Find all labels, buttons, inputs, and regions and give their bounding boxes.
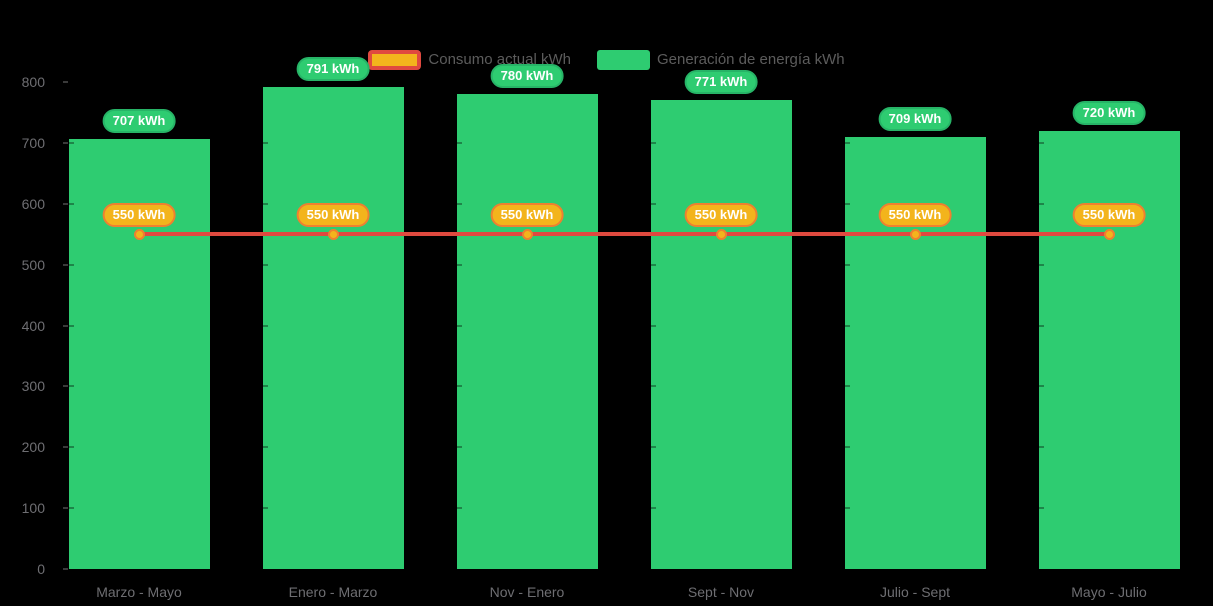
- gridline-notch: [844, 324, 850, 327]
- gridline-notch: [844, 202, 850, 205]
- gridline-notch: [68, 202, 74, 205]
- gridline-notch: [262, 324, 268, 327]
- line-value-badge: 550 kWh: [684, 203, 758, 228]
- gridline-notch: [456, 202, 462, 205]
- consumo-line: [139, 232, 1109, 237]
- gridline-notch: [262, 141, 268, 144]
- gridline-notch: [68, 324, 74, 327]
- y-axis-label: 0: [37, 561, 45, 577]
- gridline-notch: [650, 507, 656, 510]
- gridline-notch: [650, 263, 656, 266]
- gridline-notch: [650, 324, 656, 327]
- legend-swatch-consumo: [368, 50, 422, 70]
- y-axis-tick: [63, 81, 68, 83]
- bar-generacion[interactable]: [650, 99, 792, 569]
- gridline-notch: [650, 385, 656, 388]
- gridline-notch: [262, 385, 268, 388]
- y-axis-tick: [63, 568, 68, 570]
- legend-item-consumo[interactable]: Consumo actual kWh: [368, 50, 571, 70]
- bar-generacion[interactable]: [456, 94, 598, 569]
- y-axis-label: 100: [21, 500, 45, 517]
- line-point-marker[interactable]: [327, 228, 339, 240]
- gridline-notch: [1038, 202, 1044, 205]
- bar-value-badge: 791 kWh: [296, 57, 370, 82]
- line-point-marker[interactable]: [521, 228, 533, 240]
- gridline-notch: [262, 507, 268, 510]
- line-value-badge: 550 kWh: [296, 203, 370, 228]
- y-axis-tick: [63, 263, 68, 266]
- y-axis-tick: [63, 141, 68, 144]
- legend-label-generacion: Generación de energía kWh: [656, 51, 845, 68]
- gridline-notch: [456, 446, 462, 449]
- legend-item-generacion[interactable]: Generación de energía kWh: [596, 50, 845, 70]
- line-point-marker[interactable]: [133, 228, 145, 240]
- gridline-notch: [844, 385, 850, 388]
- y-axis-label: 500: [21, 256, 45, 273]
- gridline-notch: [456, 385, 462, 388]
- bar-value-badge: 720 kWh: [1072, 100, 1146, 125]
- gridline-notch: [1038, 507, 1044, 510]
- line-point-marker[interactable]: [909, 228, 921, 240]
- gridline-notch: [68, 141, 74, 144]
- y-axis-label: 600: [21, 195, 45, 212]
- chart-legend: Consumo actual kWh Generación de energía …: [0, 50, 1213, 70]
- gridline-notch: [1038, 324, 1044, 327]
- gridline-notch: [844, 507, 850, 510]
- bar-value-badge: 771 kWh: [684, 69, 758, 94]
- bar-generacion[interactable]: [844, 137, 986, 569]
- y-axis-tick: [63, 507, 68, 510]
- gridline-notch: [844, 446, 850, 449]
- y-axis-tick: [63, 324, 68, 327]
- x-axis-label: Mayo - Julio: [1071, 584, 1147, 600]
- x-axis-label: Sept - Nov: [687, 584, 755, 600]
- gridline-notch: [68, 507, 74, 510]
- gridline-notch: [68, 263, 74, 266]
- line-value-badge: 550 kWh: [1072, 203, 1146, 228]
- line-value-badge: 550 kWh: [490, 203, 564, 228]
- gridline-notch: [68, 385, 74, 388]
- gridline-notch: [1038, 385, 1044, 388]
- gridline-notch: [456, 507, 462, 510]
- gridline-notch: [1038, 263, 1044, 266]
- gridline-notch: [456, 324, 462, 327]
- gridline-notch: [262, 202, 268, 205]
- y-axis-label: 300: [21, 378, 45, 395]
- gridline-notch: [456, 263, 462, 266]
- x-axis-label: Marzo - Mayo: [96, 584, 182, 600]
- bar-value-badge: 707 kWh: [102, 108, 176, 133]
- line-value-badge: 550 kWh: [878, 203, 952, 228]
- legend-label-consumo: Consumo actual kWh: [428, 51, 571, 68]
- y-axis-label: 400: [21, 317, 45, 334]
- y-axis-label: 800: [21, 74, 45, 90]
- x-axis-label: Enero - Marzo: [288, 584, 378, 600]
- gridline-notch: [1038, 141, 1044, 144]
- y-axis-tick: [63, 446, 68, 449]
- gridline-notch: [650, 446, 656, 449]
- gridline-notch: [650, 141, 656, 144]
- gridline-notch: [650, 202, 656, 205]
- gridline-notch: [844, 263, 850, 266]
- gridline-notch: [456, 141, 462, 144]
- y-axis-tick: [63, 202, 68, 205]
- gridline-notch: [262, 446, 268, 449]
- line-point-marker[interactable]: [715, 228, 727, 240]
- y-axis-label: 700: [21, 134, 45, 151]
- x-axis-label: Julio - Sept: [879, 584, 951, 600]
- y-axis-label: 200: [21, 439, 45, 456]
- gridline-notch: [844, 141, 850, 144]
- gridline-notch: [262, 263, 268, 266]
- y-axis-tick: [63, 385, 68, 388]
- legend-swatch-generacion: [596, 50, 650, 70]
- line-value-badge: 550 kWh: [102, 203, 176, 228]
- line-point-marker[interactable]: [1103, 228, 1115, 240]
- bar-generacion[interactable]: [262, 87, 404, 569]
- x-axis-label: Nov - Enero: [489, 584, 565, 600]
- bar-generacion[interactable]: [1038, 130, 1180, 569]
- gridline-notch: [68, 446, 74, 449]
- bar-value-badge: 709 kWh: [878, 107, 952, 132]
- gridline-notch: [1038, 446, 1044, 449]
- bar-value-badge: 780 kWh: [490, 64, 564, 89]
